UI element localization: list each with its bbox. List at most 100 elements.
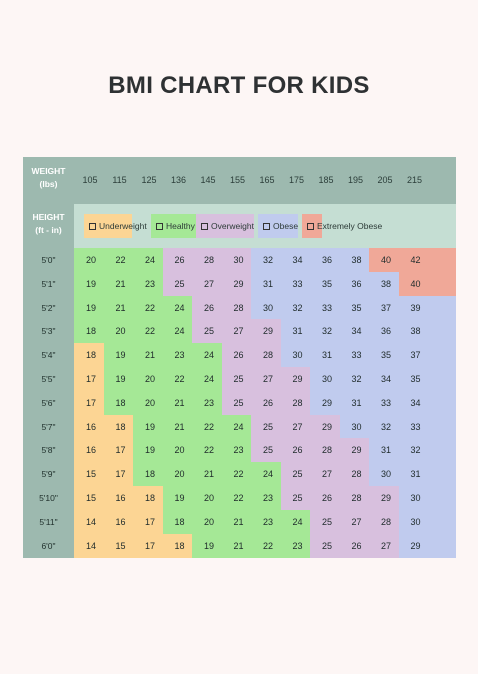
bmi-cell-bg [251, 343, 281, 368]
bmi-value: 33 [380, 397, 391, 408]
legend-label: Underweight [99, 221, 147, 231]
bmi-value: 28 [321, 445, 332, 456]
bmi-value: 28 [262, 350, 273, 361]
bmi-cell-bg [280, 367, 311, 392]
bmi-cell-bg [369, 248, 399, 273]
bmi-value: 18 [115, 421, 126, 432]
weight-tick-label: 165 [259, 175, 275, 185]
bmi-value: 32 [410, 445, 421, 456]
bmi-value: 33 [321, 302, 332, 313]
weight-tick-label: 175 [288, 175, 305, 185]
bmi-cell-bg [251, 509, 281, 535]
bmi-value: 26 [262, 397, 273, 408]
bmi-cell-bg [162, 319, 193, 344]
page-title: BMI CHART FOR KIDS [108, 72, 370, 99]
bmi-value: 36 [351, 278, 362, 289]
weight-tick-label: 115 [112, 175, 127, 185]
bmi-value: 37 [410, 350, 421, 361]
bmi-value: 40 [380, 255, 391, 265]
bmi-cell-bg [398, 271, 456, 297]
bmi-cell-bg [192, 295, 222, 320]
bmi-cell-bg [133, 509, 163, 535]
height-tick-label: 5'11" [39, 516, 58, 527]
bmi-value: 34 [351, 326, 362, 337]
legend-checkbox-icon [156, 222, 163, 230]
weight-header-label: WEIGHT (lbs) [23, 165, 74, 191]
bmi-cell-bg [103, 533, 134, 558]
bmi-value: 21 [115, 278, 126, 289]
legend-item: Healthy [156, 204, 195, 248]
bmi-cell-bg [251, 462, 281, 487]
bmi-value: 26 [292, 445, 303, 456]
bmi-cell-bg [339, 486, 370, 511]
bmi-value: 20 [174, 445, 185, 456]
bmi-value: 25 [262, 445, 273, 456]
legend-label: Healthy [166, 221, 195, 231]
legend-label: Obese [273, 221, 299, 231]
bmi-value: 31 [262, 278, 273, 289]
bmi-value: 19 [144, 421, 155, 432]
bmi-cell-bg [398, 248, 456, 273]
bmi-cell-bg [103, 462, 134, 487]
bmi-value: 21 [233, 516, 244, 527]
legend-swatch [196, 214, 254, 238]
bmi-value: 19 [85, 302, 96, 313]
bmi-cell-bg [192, 414, 222, 439]
bmi-value: 35 [321, 278, 332, 289]
bmi-value: 21 [144, 350, 155, 361]
bmi-value: 17 [115, 469, 126, 480]
bmi-value: 21 [115, 302, 126, 313]
bmi-value: 22 [203, 445, 214, 456]
bmi-value: 32 [380, 421, 391, 432]
bmi-cell-bg [251, 414, 281, 439]
bmi-cell-bg [251, 248, 281, 273]
bmi-value: 22 [203, 421, 214, 432]
bmi-cell-bg [221, 462, 252, 487]
bmi-cell-bg [280, 438, 311, 463]
bmi-value: 31 [321, 350, 332, 361]
bmi-value: 29 [233, 278, 244, 289]
bmi-cell-bg [339, 295, 370, 320]
bmi-value: 27 [380, 540, 391, 551]
bmi-cell-bg [339, 509, 370, 535]
bmi-cell-bg [280, 509, 311, 535]
bmi-value: 19 [203, 540, 214, 551]
bmi-cell-bg [339, 319, 370, 344]
height-tick-label: 5'0" [41, 255, 56, 265]
bmi-value: 22 [262, 540, 273, 551]
bmi-value: 33 [351, 350, 362, 361]
bmi-value: 21 [174, 421, 185, 432]
bmi-cell-bg [251, 367, 281, 392]
bmi-value: 18 [85, 350, 96, 361]
bmi-value: 20 [174, 469, 185, 480]
bmi-value: 22 [144, 302, 155, 313]
height-tick-label: 5'3" [41, 326, 56, 337]
bmi-value: 25 [262, 421, 273, 432]
bmi-cell-bg [74, 509, 104, 535]
bmi-value: 28 [203, 255, 214, 265]
bmi-value: 23 [292, 540, 303, 551]
bmi-value: 34 [380, 374, 391, 384]
bmi-value: 26 [203, 302, 214, 313]
height-label-title: HEIGHT [32, 212, 65, 222]
bmi-value: 16 [115, 516, 126, 527]
weight-tick-label: 145 [200, 175, 216, 185]
bmi-value: 39 [410, 302, 421, 313]
bmi-value: 17 [85, 397, 96, 408]
bmi-cell-bg [369, 295, 399, 320]
bmi-cell-bg [310, 462, 340, 487]
bmi-value: 21 [233, 540, 244, 551]
bmi-value: 17 [85, 374, 96, 384]
bmi-cell-bg [162, 414, 193, 439]
bmi-cell-bg [310, 367, 340, 392]
bmi-value: 23 [144, 278, 155, 289]
bmi-cell-bg [221, 509, 252, 535]
bmi-value: 16 [85, 445, 96, 456]
bmi-cell-bg [369, 390, 399, 416]
bmi-cell-bg [133, 271, 163, 297]
bmi-cell-bg [310, 295, 340, 320]
bmi-value: 28 [351, 493, 362, 503]
bmi-value: 20 [115, 326, 126, 337]
bmi-value: 30 [410, 493, 421, 503]
bmi-cell-bg [280, 533, 311, 558]
